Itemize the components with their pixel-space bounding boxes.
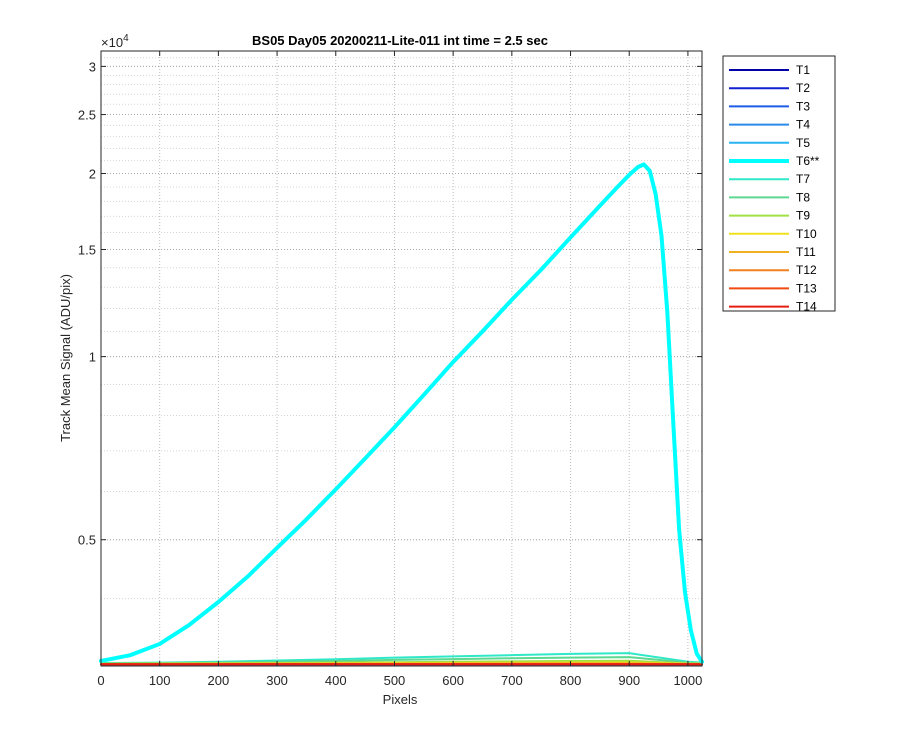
x-axis-ticks: 0 100 200 300 400 500 600 700 800 900 1000 — [97, 51, 702, 688]
y-tick-label: 1 — [89, 350, 96, 365]
grid-lines — [101, 51, 702, 666]
plot-area — [101, 51, 702, 666]
legend-label-t12: T12 — [796, 263, 817, 277]
chart-title: BS05 Day05 20200211-Lite-011 int time = … — [252, 33, 548, 48]
y-tick-label: 2.5 — [78, 108, 96, 123]
legend-label-t3: T3 — [796, 99, 810, 113]
x-tick-label: 700 — [501, 673, 523, 688]
y-tick-label: 3 — [89, 59, 96, 74]
x-tick-label: 400 — [325, 673, 347, 688]
x-tick-label: 500 — [384, 673, 406, 688]
legend-label-t13: T13 — [796, 281, 817, 295]
x-tick-label: 100 — [149, 673, 171, 688]
x-tick-label: 600 — [442, 673, 464, 688]
legend: T1 T2 T3 T4 T5 T6** T7 T8 T9 T10 T11 T12 T13 T14 — [722, 55, 836, 314]
legend-label-t2: T2 — [796, 81, 810, 95]
legend-label-t7: T7 — [796, 172, 810, 186]
legend-label-t6: T6** — [796, 154, 820, 168]
y-tick-label: 0.5 — [78, 533, 96, 548]
x-tick-label: 300 — [266, 673, 288, 688]
legend-label-t10: T10 — [796, 227, 817, 241]
legend-label-t5: T5 — [796, 136, 810, 150]
legend-label-t11: T11 — [796, 245, 816, 259]
legend-label-t14: T14 — [796, 300, 817, 314]
series-layer — [99, 162, 704, 666]
legend-label-t1: T1 — [796, 63, 810, 77]
series-line-t6 — [99, 162, 704, 664]
x-tick-label: 1000 — [673, 673, 702, 688]
y-axis-label: Track Mean Signal (ADU/pix) — [58, 274, 73, 442]
axes-box — [100, 50, 703, 667]
y-axis-ticks: 0.5 1 1.5 2 2.5 3 — [78, 59, 702, 548]
y-tick-label: 1.5 — [78, 243, 96, 258]
y-exponent-label: ×104 — [101, 33, 129, 50]
legend-items: T1 T2 T3 T4 T5 T6** T7 T8 T9 T10 T11 T12 T13 T14 — [729, 63, 820, 314]
x-tick-label: 900 — [618, 673, 640, 688]
legend-box — [722, 55, 836, 312]
y-tick-label: 2 — [89, 167, 96, 182]
legend-label-t9: T9 — [796, 209, 810, 223]
x-tick-label: 200 — [208, 673, 230, 688]
x-tick-label: 800 — [560, 673, 582, 688]
x-tick-label: 0 — [97, 673, 104, 688]
legend-label-t4: T4 — [796, 118, 810, 132]
x-axis-label: Pixels — [383, 692, 418, 707]
legend-label-t8: T8 — [796, 190, 810, 204]
